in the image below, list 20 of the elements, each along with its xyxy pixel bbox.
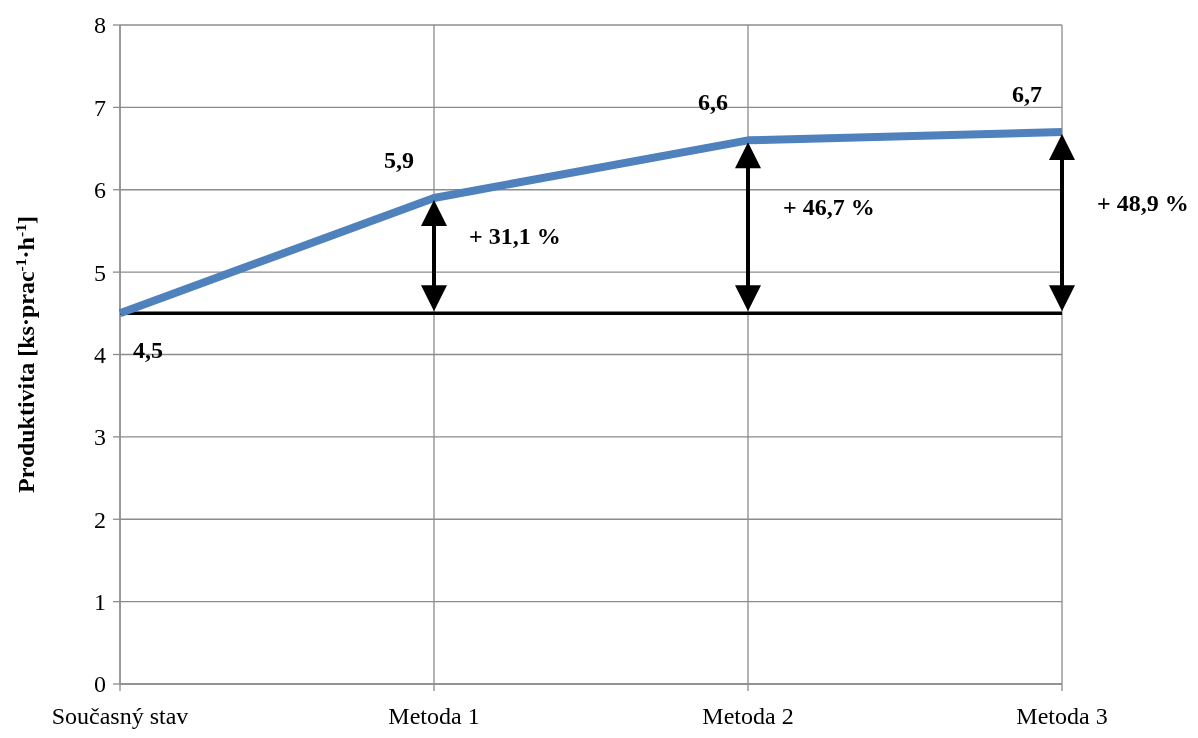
x-tick-label: Metoda 3 [1016, 703, 1108, 729]
data-label: 5,9 [384, 146, 414, 173]
data-label: 4,5 [133, 337, 163, 364]
annotation: + 31,1 % [469, 223, 561, 250]
data-label: 6,7 [1012, 81, 1042, 108]
y-tick-label: 5 [94, 259, 106, 286]
y-tick-label: 1 [94, 589, 106, 616]
y-tick-label: 0 [94, 671, 106, 698]
y-tick-label: 6 [94, 177, 106, 204]
y-tick-label: 3 [94, 424, 106, 451]
text: + 48,9 % [1097, 190, 1189, 217]
x-tick-label: Metoda 1 [388, 703, 480, 729]
x-tick-label: Současný stav [51, 703, 189, 729]
y-tick-label: 4 [94, 341, 106, 368]
y-tick-label: 2 [94, 506, 106, 533]
data-label: 6,6 [698, 89, 728, 116]
x-tick-label: Metoda 2 [702, 703, 794, 729]
annotation: + 46,7 % [783, 194, 875, 221]
y-tick-label: 7 [94, 94, 106, 121]
y-tick-label: 8 [94, 12, 106, 39]
